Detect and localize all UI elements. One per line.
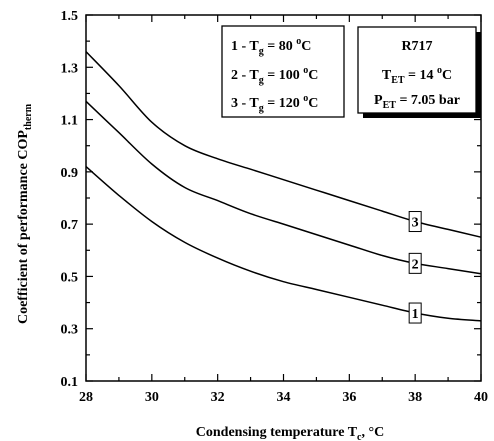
curve-tag-label-3: 3 (412, 216, 419, 231)
y-tick-label: 0.3 (61, 323, 79, 338)
info-box-frame (357, 26, 477, 114)
series-line-1 (85, 166, 482, 322)
x-tick-label: 34 (277, 390, 291, 405)
info-evaporator-pressure: PET = 7.05 bar (374, 93, 460, 111)
curve-tag-box-1 (408, 302, 422, 324)
axis-tick-labels: 28 30 32 34 36 38 400.10.30.50.70.91.11.31.5 (61, 9, 489, 405)
info-box: R717 TET = 14 oC PET = 7.05 bar (357, 26, 481, 118)
x-tick-label: 40 (474, 390, 488, 405)
info-refrigerant: R717 (401, 39, 432, 54)
x-tick-label: 38 (408, 390, 422, 405)
legend-box (221, 25, 345, 118)
x-tick-label: 36 (342, 390, 356, 405)
y-tick-label: 0.7 (61, 218, 79, 233)
y-tick-label: 1.3 (61, 61, 79, 76)
info-evaporator-temperature: TET = 14 oC (382, 65, 452, 86)
y-axis-title: Coefficient of performance COPtherm (16, 103, 34, 324)
curve-tags: 1 2 3 (408, 211, 422, 324)
curve-tag-box-3 (408, 211, 422, 233)
legend-entry-1: 1 - Tg = 80 oC (231, 36, 311, 57)
x-tick-label: 30 (145, 390, 159, 405)
y-tick-label: 1.1 (61, 114, 79, 129)
legend-entry-3: 3 - Tg = 120 oC (231, 93, 318, 114)
curve-tag-box-2 (408, 252, 422, 274)
x-tick-label: 28 (79, 390, 93, 405)
y-tick-label: 0.5 (61, 270, 79, 285)
y-tick-label: 0.9 (61, 166, 79, 181)
x-tick-label: 32 (211, 390, 225, 405)
y-tick-label: 1.5 (61, 9, 79, 24)
legend: 1 - Tg = 80 oC 2 - Tg = 100 oC 3 - Tg = … (221, 25, 345, 118)
axis-ticks (85, 14, 482, 382)
legend-entry-2: 2 - Tg = 100 oC (231, 65, 318, 86)
x-axis-title: Condensing temperature Tc, °C (196, 425, 384, 441)
series-line-2 (85, 100, 482, 275)
curve-tag-label-1: 1 (412, 307, 419, 322)
y-tick-label: 0.1 (61, 375, 79, 390)
curve-tag-label-2: 2 (412, 257, 419, 272)
